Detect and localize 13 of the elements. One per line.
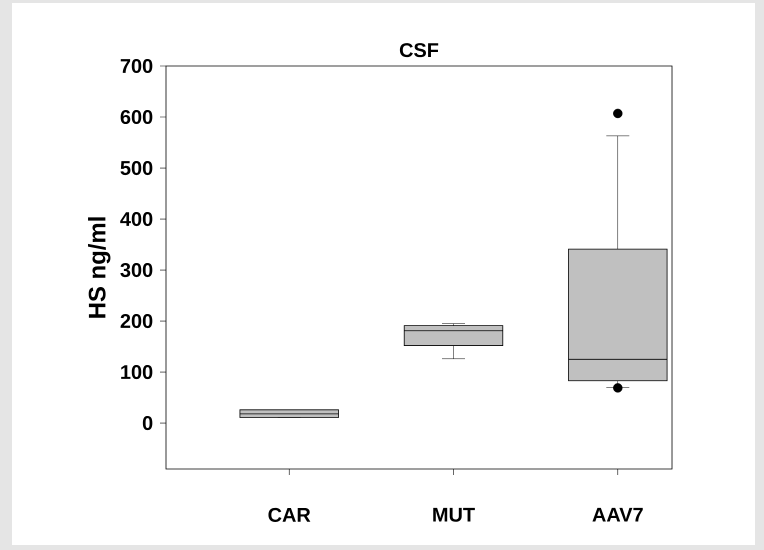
y-tick-label: 700 bbox=[120, 58, 152, 74]
y-tick-label: 600 bbox=[120, 110, 152, 124]
chart-title: CSF bbox=[400, 43, 438, 58]
y-tick-label: 300 bbox=[120, 262, 152, 278]
x-tick-label: MUT bbox=[433, 508, 475, 522]
x-tick-label: AAV7 bbox=[592, 508, 643, 522]
y-tick-label: 200 bbox=[120, 314, 152, 328]
y-tick-label: 400 bbox=[120, 212, 152, 226]
y-tick-label: 100 bbox=[121, 365, 152, 380]
y-tick-label: 500 bbox=[120, 160, 152, 176]
x-tick-label: CAR bbox=[268, 508, 310, 522]
y-tick-label: 0 bbox=[142, 416, 152, 430]
y-axis-title: HS ng/ml bbox=[88, 217, 110, 318]
